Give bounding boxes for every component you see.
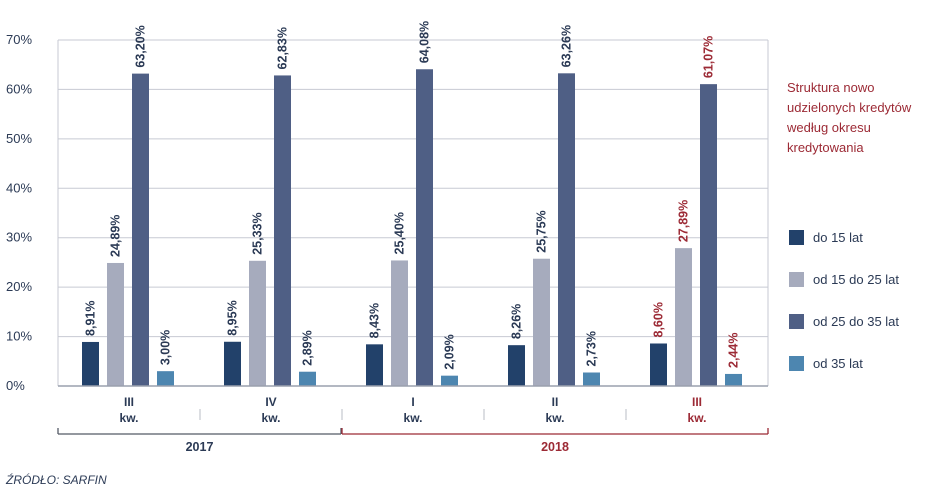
bar xyxy=(366,344,383,386)
data-label: 62,83% xyxy=(276,27,290,69)
bar xyxy=(416,69,433,386)
data-label: 27,89% xyxy=(677,200,691,242)
bar xyxy=(441,375,458,386)
bar xyxy=(558,73,575,387)
bar xyxy=(508,345,525,386)
y-tick-label: 70% xyxy=(6,32,32,47)
y-axis-ticks: 0% 10% 20% 30% 40% 50% 60% 70% xyxy=(6,32,32,393)
bar xyxy=(82,341,99,386)
data-label: 8,26% xyxy=(510,304,524,339)
chart-title-line: udzielonych kredytów xyxy=(787,100,912,115)
legend-item: od 35 lat xyxy=(789,356,899,371)
legend-label: od 25 do 35 lat xyxy=(813,314,900,329)
data-label: 61,07% xyxy=(702,36,716,78)
legend-swatch xyxy=(789,230,804,245)
data-label: 25,40% xyxy=(393,212,407,254)
data-label: 8,95% xyxy=(226,300,240,335)
bar xyxy=(132,73,149,387)
data-label: 24,89% xyxy=(109,215,123,257)
chart-title: Struktura nowo udzielonych kredytów wedł… xyxy=(787,78,937,158)
bar xyxy=(107,262,124,386)
quarter-label: III xyxy=(124,395,134,409)
data-label: 8,60% xyxy=(652,302,666,337)
legend-swatch xyxy=(789,272,804,287)
data-label: 2,09% xyxy=(443,334,457,369)
data-label: 2,89% xyxy=(301,330,315,365)
quarter-sublabel: kw. xyxy=(262,411,281,425)
data-label: 2,44% xyxy=(727,332,741,367)
y-tick-label: 40% xyxy=(6,180,32,195)
data-label: 63,26% xyxy=(560,25,574,67)
legend-label: od 35 lat xyxy=(813,356,863,371)
legend: do 15 lat od 15 do 25 lat od 25 do 35 la… xyxy=(789,230,899,398)
x-axis: III kw. IV kw. Ikw. II kw. III kw. 2017 2018 xyxy=(57,385,769,454)
chart-title-line: Struktura nowo xyxy=(787,80,875,95)
y-tick-label: 10% xyxy=(6,329,32,344)
bar xyxy=(249,260,266,386)
data-label: 2,73% xyxy=(585,331,599,366)
quarter-sublabel: kw. xyxy=(404,411,423,425)
bar xyxy=(157,371,174,386)
quarter-sublabel: kw. xyxy=(546,411,565,425)
bar xyxy=(224,341,241,386)
y-tick-label: 50% xyxy=(6,131,32,146)
bar xyxy=(725,373,742,386)
year-label: 2018 xyxy=(541,440,569,454)
chart-title-line: według okresu xyxy=(787,120,871,135)
source-note: ŹRÓDŁO: SARFIN xyxy=(6,473,107,487)
data-labels: 8,91% 24,89% 63,20% 3,00% 8,95% 25,33% 62,83% 2… xyxy=(84,21,741,370)
y-tick-label: 60% xyxy=(6,81,32,96)
data-label: 63,20% xyxy=(134,25,148,67)
bar xyxy=(650,343,667,386)
legend-item: od 25 do 35 lat xyxy=(789,314,899,329)
data-label: 25,33% xyxy=(251,212,265,254)
data-label: 64,08% xyxy=(418,21,432,63)
quarter-sublabel: kw. xyxy=(688,411,707,425)
bar xyxy=(299,371,316,386)
bar xyxy=(583,372,600,386)
chart-title-line: kredytowania xyxy=(787,140,864,155)
quarter-label: II xyxy=(552,395,559,409)
y-tick-label: 0% xyxy=(6,378,25,393)
quarter-label: IV xyxy=(265,395,276,409)
legend-item: do 15 lat xyxy=(789,230,899,245)
data-label: 8,43% xyxy=(368,303,382,338)
year-label: 2017 xyxy=(186,440,214,454)
legend-item: od 15 do 25 lat xyxy=(789,272,899,287)
legend-swatch xyxy=(789,314,804,329)
data-label: 8,91% xyxy=(84,301,98,336)
data-label: 3,00% xyxy=(159,330,173,365)
gridlines xyxy=(57,39,769,386)
legend-label: do 15 lat xyxy=(813,230,863,245)
bars xyxy=(82,69,742,387)
bar xyxy=(700,84,717,387)
bar xyxy=(391,260,408,386)
y-tick-label: 20% xyxy=(6,279,32,294)
quarter-label: III xyxy=(692,395,702,409)
legend-swatch xyxy=(789,356,804,371)
quarter-sublabel: kw. xyxy=(120,411,139,425)
y-tick-label: 30% xyxy=(6,230,32,245)
bar xyxy=(274,75,291,387)
legend-label: od 15 do 25 lat xyxy=(813,272,900,287)
quarter-label: I xyxy=(411,395,414,409)
bar xyxy=(675,248,692,386)
bar xyxy=(533,258,550,386)
data-label: 25,75% xyxy=(535,210,549,252)
